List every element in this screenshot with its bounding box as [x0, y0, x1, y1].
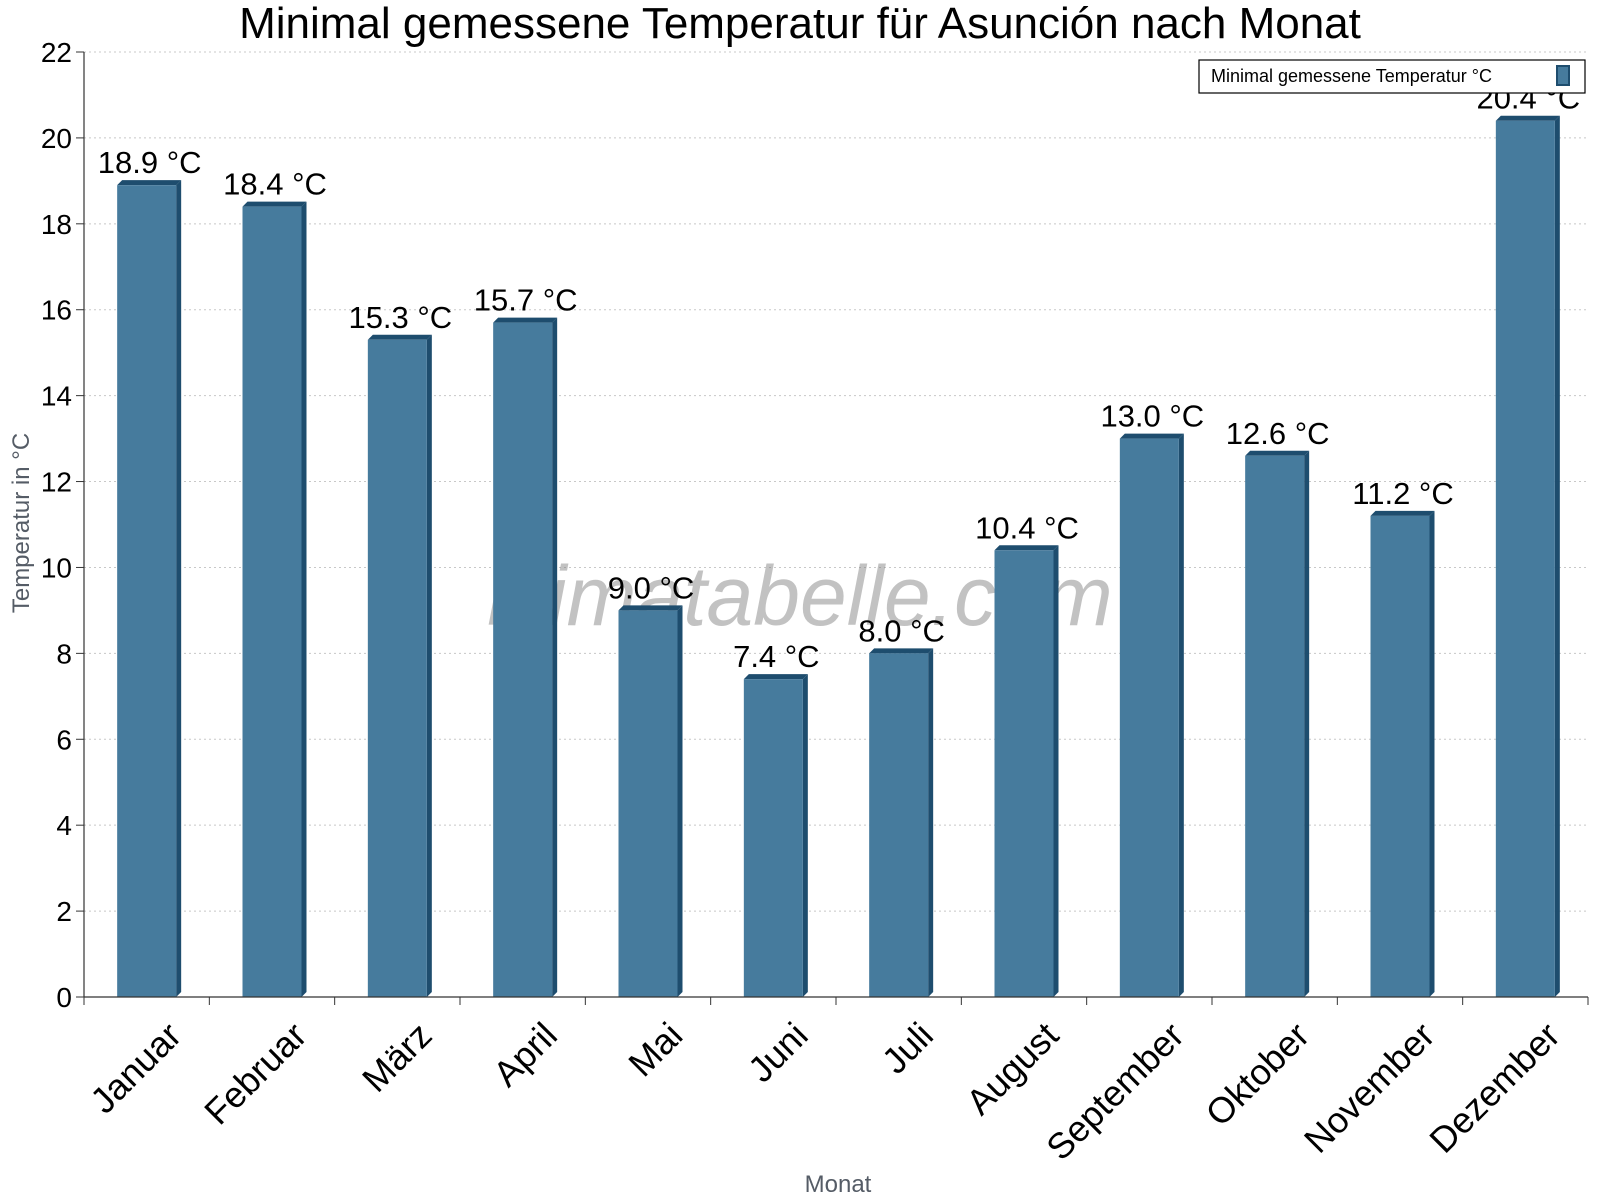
x-tick-label: März	[354, 1014, 440, 1100]
bar-side	[677, 605, 683, 997]
y-tick-label: 2	[56, 896, 72, 927]
data-label: 7.4 °C	[733, 639, 820, 674]
bar-top	[117, 180, 182, 186]
bar-mai	[618, 605, 683, 997]
legend-box	[1198, 59, 1586, 94]
bar-front	[1245, 455, 1305, 998]
bar-front	[743, 679, 803, 997]
y-tick-label: 10	[41, 552, 72, 583]
y-tick-label: 16	[41, 295, 72, 326]
bar-side	[1053, 545, 1059, 997]
bar-september	[1119, 433, 1184, 997]
bar-august	[994, 545, 1059, 997]
bar-side	[552, 317, 558, 997]
data-label: 12.6 °C	[1226, 416, 1330, 451]
bar-side	[928, 648, 934, 997]
x-axis-label: Monat	[805, 1171, 872, 1198]
x-tick-label: September	[1038, 1014, 1192, 1168]
y-tick-label: 0	[56, 982, 72, 1013]
bar-top	[242, 201, 307, 207]
data-label: 10.4 °C	[975, 510, 1079, 545]
bar-front	[493, 322, 553, 997]
bar-side	[426, 334, 432, 998]
bar-top	[994, 545, 1059, 551]
bar-side	[1429, 510, 1435, 997]
legend-label: Minimal gemessene Temperatur °C	[1211, 66, 1492, 86]
bar-top	[1370, 510, 1435, 516]
bar-dezember	[1495, 115, 1560, 997]
x-tick-label: August	[958, 1014, 1066, 1122]
bar-front	[1495, 120, 1555, 997]
data-labels: 18.9 °C 18.4 °C 15.3 °C 15.7 °C 9.0 °C 7.4 °C…	[98, 81, 1580, 674]
bar-juni	[743, 674, 808, 997]
bar-front	[994, 550, 1054, 997]
bar-top	[618, 605, 683, 611]
bar-oktober	[1245, 450, 1310, 998]
y-tick-label: 18	[41, 209, 72, 240]
y-tick-label: 6	[56, 724, 72, 755]
data-label: 18.4 °C	[223, 167, 327, 202]
bar-top	[869, 648, 934, 654]
x-tick-label: Januar	[82, 1014, 189, 1121]
chart-title: Minimal gemessene Temperatur für Asunció…	[239, 0, 1361, 48]
bar-top	[1119, 433, 1184, 439]
bar-top	[493, 317, 558, 323]
bar-front	[117, 185, 177, 998]
bar-side	[802, 674, 808, 997]
x-tick-label: April	[485, 1014, 565, 1094]
bar-front	[242, 206, 302, 998]
bar-side	[1554, 115, 1560, 997]
x-tick-label: Februar	[196, 1014, 314, 1132]
x-tick-label: Mai	[620, 1014, 690, 1084]
bar-front	[367, 339, 427, 998]
bar-side	[301, 201, 307, 998]
bar-side	[1178, 433, 1184, 997]
bar-märz	[367, 334, 432, 998]
data-label: 8.0 °C	[858, 613, 945, 648]
data-label: 18.9 °C	[98, 145, 202, 180]
y-tick-label: 14	[41, 381, 72, 412]
bar-april	[493, 317, 558, 997]
bar-side	[1304, 450, 1310, 998]
x-tick-label: November	[1296, 1014, 1442, 1160]
x-tick-label: Juni	[740, 1014, 816, 1090]
bar-februar	[242, 201, 307, 998]
bar-januar	[117, 180, 182, 998]
data-label: 15.7 °C	[474, 283, 578, 318]
bars	[117, 115, 1560, 998]
y-tick-label: 12	[41, 467, 72, 498]
x-tick-label: Juli	[874, 1014, 941, 1081]
data-label: 11.2 °C	[1352, 476, 1453, 511]
x-tick-label: Dezember	[1421, 1014, 1567, 1160]
y-tick-label: 8	[56, 638, 72, 669]
y-tick-label: 22	[41, 37, 72, 68]
bar-november	[1370, 510, 1435, 997]
bar-front	[1119, 438, 1179, 997]
bar-top	[1245, 450, 1310, 456]
grid-lines	[84, 51, 1588, 912]
data-label: 13.0 °C	[1100, 399, 1204, 434]
data-label: 15.3 °C	[348, 300, 452, 335]
y-tick-label: 20	[41, 123, 72, 154]
x-tick-label: Oktober	[1197, 1014, 1317, 1134]
bar-top	[367, 334, 432, 340]
legend: Minimal gemessene Temperatur °C	[1198, 59, 1586, 94]
legend-swatch	[1556, 65, 1570, 86]
bar-juli	[869, 648, 934, 997]
bar-front	[618, 610, 678, 997]
y-axis-label: Temperatur in °C	[8, 433, 35, 613]
bar-front	[1370, 515, 1430, 997]
bar-front	[869, 653, 929, 997]
bar-top	[743, 674, 808, 680]
y-tick-label: 4	[56, 810, 72, 841]
data-label: 9.0 °C	[608, 570, 695, 605]
bar-side	[176, 180, 182, 998]
bar-top	[1495, 115, 1560, 121]
